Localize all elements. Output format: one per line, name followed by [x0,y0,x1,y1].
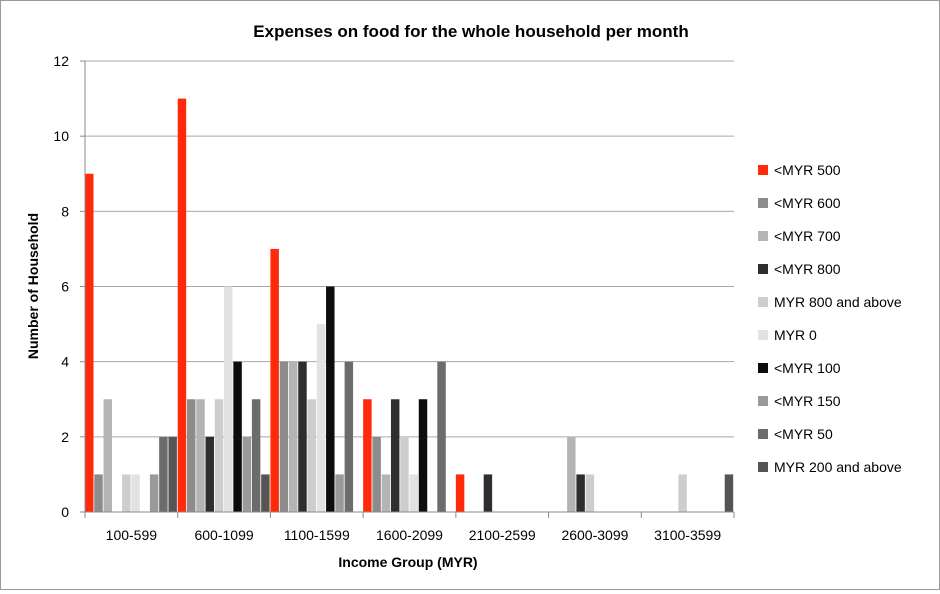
bar [149,474,159,512]
bar [363,399,372,512]
bar [576,474,585,512]
x-tick-label: 100-599 [106,527,158,543]
y-axis-label: Number of Household [25,213,41,359]
bar [483,474,493,512]
legend-swatch [758,363,768,373]
bar [409,474,418,512]
bar [261,474,270,512]
bar [335,474,344,512]
legend-swatch [758,396,768,406]
legend-label: MYR 800 and above [774,294,902,310]
bar [724,474,734,512]
bar [122,474,131,512]
bar [242,436,252,512]
bar [400,436,409,512]
bar [205,436,214,512]
x-tick-label: 2600-3099 [561,527,628,543]
bar [224,286,233,512]
legend-swatch [758,231,768,241]
bar [418,399,428,512]
legend-swatch [758,462,768,472]
bar [186,399,196,512]
bar [103,399,113,512]
y-tick-label: 6 [61,279,69,295]
y-tick-label: 2 [61,429,69,445]
legend-label: <MYR 100 [774,360,841,376]
bar [585,474,595,512]
legend-label: MYR 0 [774,327,817,343]
bar [196,399,205,512]
x-tick-label: 3100-3599 [654,527,721,543]
bar [437,361,446,512]
bar [270,248,279,513]
legend-label: MYR 200 and above [774,459,902,475]
y-tick-label: 8 [61,203,69,219]
bar [214,399,224,512]
legend-swatch [758,198,768,208]
y-tick-label: 12 [53,53,69,69]
gridlines [85,60,734,438]
bar [678,474,687,512]
legend-swatch [758,165,768,175]
x-tick-label: 600-1099 [194,527,253,543]
legend-swatch [758,264,768,274]
legend-label: <MYR 800 [774,261,841,277]
legend-swatch [758,297,768,307]
x-tick-label: 2100-2599 [469,527,536,543]
bar [177,98,187,512]
bar [233,361,242,512]
bar [326,286,335,512]
y-tick-label: 10 [53,128,69,144]
x-tick-label: 1100-1599 [284,527,350,543]
bar [344,361,354,512]
legend-label: <MYR 700 [774,228,841,244]
legend-label: <MYR 600 [774,195,841,211]
legend-label: <MYR 50 [774,426,833,442]
legend-swatch [758,330,768,340]
bar [298,361,307,512]
bar [455,474,465,512]
legend-swatch [758,429,768,439]
bar [159,436,168,512]
bar [85,173,94,512]
y-tick-labels: 0 2 4 6 8 10 12 [53,53,69,520]
x-tick-labels: 100-599 600-1099 1100-1599 1600-2099 2100-25… [106,527,722,543]
bars [85,98,734,513]
legend-label: <MYR 500 [774,162,841,178]
bar [251,399,261,512]
x-tick-label: 1600-2099 [376,527,443,543]
y-tick-label: 4 [61,354,69,370]
bar [390,399,400,512]
bar [94,474,103,512]
legend-label: <MYR 150 [774,393,841,409]
bar [288,361,298,512]
bar [279,361,289,512]
y-tick-label: 0 [61,504,69,520]
bar [381,474,391,512]
bar [307,399,316,512]
bar [567,436,576,512]
bar [131,474,140,512]
bar [168,436,177,512]
bar [316,324,326,512]
x-axis-label: Income Group (MYR) [338,554,477,570]
chart-title: Expenses on food for the whole household… [253,22,688,41]
axes [80,60,735,518]
legend: <MYR 500 <MYR 600 <MYR 700 <MYR 800 MYR 800 … [758,162,902,475]
bar [372,436,381,512]
